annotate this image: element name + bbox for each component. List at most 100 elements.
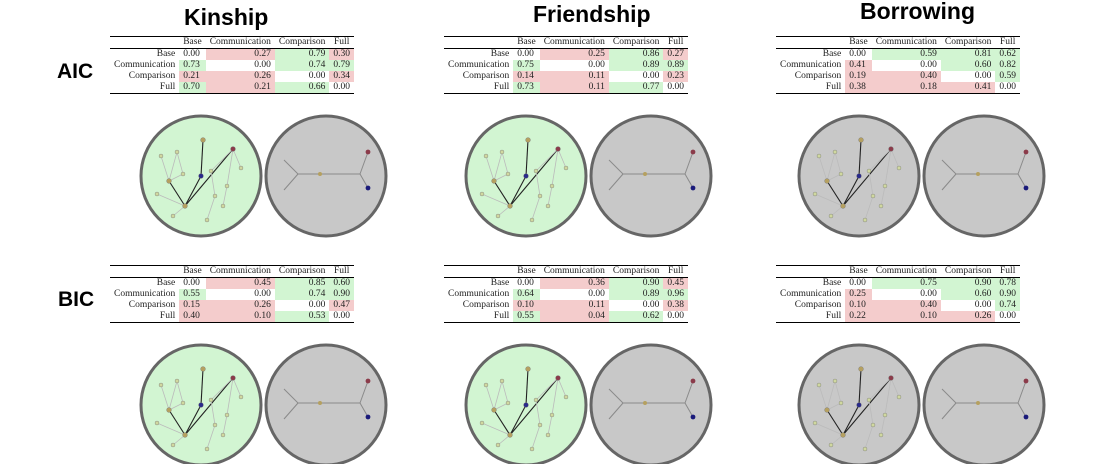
matrix-corner bbox=[444, 265, 514, 278]
network-edge bbox=[535, 377, 559, 401]
matrix-column-header: Full bbox=[329, 36, 354, 49]
matrix-row: Communication 0.41 0.00 0.60 0.82 bbox=[776, 60, 1020, 71]
matrix-row: Full 0.55 0.04 0.62 0.00 bbox=[444, 311, 688, 323]
network-edge bbox=[525, 139, 529, 177]
network-node bbox=[208, 397, 214, 403]
network-node bbox=[812, 420, 818, 426]
network-node bbox=[505, 171, 511, 177]
matrix-kinship-bic: Base Communication Comparison Full Base 0.00 0… bbox=[110, 265, 354, 323]
matrix-column-header: Communication bbox=[539, 36, 609, 49]
network-node bbox=[158, 382, 164, 388]
matrix-row: Base 0.00 0.75 0.90 0.78 bbox=[776, 277, 1020, 289]
network-node bbox=[555, 375, 561, 381]
matrix-cell: 0.00 bbox=[920, 60, 937, 70]
network-edge bbox=[890, 148, 900, 169]
network-edge bbox=[509, 175, 527, 207]
matrix-column-header: Communication bbox=[205, 36, 275, 49]
network-node bbox=[555, 146, 561, 152]
network-edge bbox=[818, 384, 828, 411]
matrix-row: Comparison 0.15 0.26 0.00 0.47 bbox=[110, 300, 354, 311]
network-node bbox=[174, 378, 180, 384]
network-node bbox=[220, 203, 226, 209]
network-edge bbox=[1017, 151, 1027, 175]
row-label-aic: AIC bbox=[57, 60, 94, 83]
matrix-cell: 0.55 bbox=[513, 311, 540, 323]
matrix-column-header: Comparison bbox=[608, 36, 664, 49]
network-edge bbox=[210, 170, 216, 197]
network-edge bbox=[168, 409, 186, 436]
matrix-cell: 0.47 bbox=[329, 300, 354, 311]
network-edge bbox=[509, 148, 559, 207]
matrix-cell: 0.26 bbox=[205, 300, 275, 311]
matrix-friendship-aic: Base Communication Comparison Full Base 0.00 0… bbox=[444, 36, 688, 94]
network-node bbox=[1023, 185, 1029, 191]
matrix-cell: 0.27 bbox=[205, 48, 275, 60]
matrix-cell: 0.18 bbox=[871, 82, 941, 94]
network-circle-gray bbox=[264, 114, 388, 238]
matrix-cell: 0.64 bbox=[513, 289, 540, 300]
network-node bbox=[888, 146, 894, 152]
matrix-row: Base 0.00 0.45 0.85 0.60 bbox=[110, 277, 354, 289]
row-label-bic: BIC bbox=[58, 288, 95, 311]
network-node bbox=[976, 172, 980, 176]
matrix-row-header: Comparison bbox=[128, 300, 176, 310]
matrix-cell: 0.00 bbox=[663, 311, 688, 323]
matrix-row-header: Comparison bbox=[462, 71, 510, 81]
network-node bbox=[824, 407, 830, 413]
matrix-cell: 0.11 bbox=[539, 82, 609, 94]
matrix-cell: 0.74 bbox=[274, 289, 330, 300]
matrix-row: Base 0.00 0.36 0.90 0.45 bbox=[444, 277, 688, 289]
network-edge bbox=[531, 195, 541, 221]
network-edge bbox=[184, 404, 202, 436]
network-node bbox=[479, 191, 485, 197]
network-edge bbox=[359, 402, 369, 418]
network-node bbox=[840, 432, 846, 438]
network-node bbox=[200, 137, 206, 143]
matrix-cell: 0.19 bbox=[845, 71, 872, 82]
matrix-cell: 0.53 bbox=[274, 311, 330, 323]
network-edge bbox=[493, 180, 511, 207]
network-edge bbox=[868, 377, 892, 401]
network-edge bbox=[206, 195, 216, 221]
matrix-cell: 0.34 bbox=[329, 71, 354, 82]
network-edge bbox=[485, 155, 495, 182]
matrix-cell: 0.00 bbox=[183, 278, 200, 288]
matrix-cell: 0.23 bbox=[663, 71, 688, 82]
network-node bbox=[525, 366, 531, 372]
matrix-cell: 0.26 bbox=[205, 71, 275, 82]
network-node bbox=[204, 446, 210, 452]
network-edge bbox=[493, 380, 503, 411]
matrix-borrowing-bic: Base Communication Comparison Full Base 0.00 0… bbox=[776, 265, 1020, 323]
matrix-cell: 0.10 bbox=[871, 311, 941, 323]
network-node bbox=[154, 191, 160, 197]
network-edge bbox=[684, 380, 694, 404]
network-edge bbox=[826, 180, 844, 207]
network-edge bbox=[551, 377, 559, 416]
network-node bbox=[878, 432, 884, 438]
matrix-cell: 0.00 bbox=[974, 300, 992, 310]
network-node bbox=[204, 217, 210, 223]
matrix-column-header: Base bbox=[179, 36, 206, 49]
network-edge bbox=[834, 380, 842, 404]
matrix-cell: 0.21 bbox=[205, 82, 275, 94]
matrix-cell: 0.21 bbox=[179, 71, 206, 82]
network-node bbox=[212, 422, 218, 428]
network-edge bbox=[1017, 380, 1027, 404]
matrix-cell: 0.22 bbox=[845, 311, 872, 323]
matrix-row-header: Communication bbox=[114, 289, 176, 299]
network-circle-gray bbox=[589, 343, 713, 464]
matrix-column-header: Comparison bbox=[940, 36, 996, 49]
network-node bbox=[896, 394, 902, 400]
network-edge bbox=[509, 404, 527, 436]
network-node bbox=[896, 165, 902, 171]
network-edge bbox=[941, 173, 957, 191]
network-node bbox=[832, 378, 838, 384]
matrix-row: Full 0.38 0.18 0.41 0.00 bbox=[776, 82, 1020, 94]
matrix-row: Comparison 0.10 0.11 0.00 0.38 bbox=[444, 300, 688, 311]
network-node bbox=[491, 407, 497, 413]
network-edge bbox=[1017, 402, 1027, 418]
network-node bbox=[365, 185, 371, 191]
network-edge bbox=[868, 170, 874, 197]
network-edge bbox=[481, 422, 511, 436]
matrix-cell: 0.40 bbox=[871, 71, 941, 82]
